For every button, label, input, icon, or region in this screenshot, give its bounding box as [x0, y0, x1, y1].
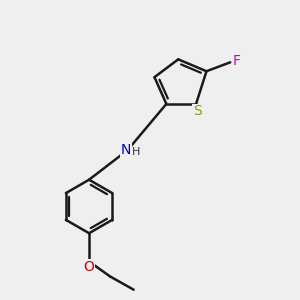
- Text: S: S: [193, 104, 202, 118]
- Text: N: N: [121, 143, 131, 157]
- Text: F: F: [233, 54, 241, 68]
- Text: O: O: [84, 260, 94, 274]
- Text: H: H: [132, 147, 140, 158]
